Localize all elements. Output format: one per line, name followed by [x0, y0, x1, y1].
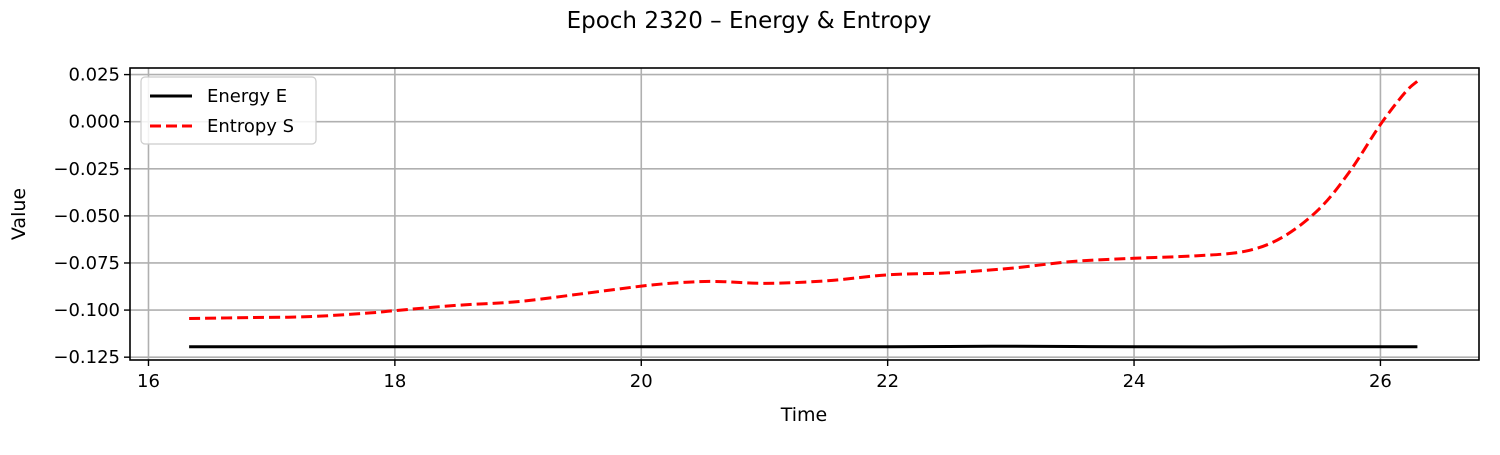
y-tick-label: −0.025: [53, 159, 120, 180]
y-axis-label: Value: [8, 188, 30, 240]
y-tick-label: −0.125: [53, 347, 120, 368]
legend-label-entropy-s: Entropy S: [207, 116, 294, 137]
y-tick-label: −0.075: [53, 253, 120, 274]
y-tick-label: −0.100: [53, 300, 120, 321]
x-tick-label: 20: [630, 371, 653, 392]
x-tick-label: 18: [383, 371, 406, 392]
y-tick-label: 0.025: [68, 65, 120, 86]
series-line-entropy-s: [189, 80, 1419, 321]
series-line-energy-e: [189, 344, 1418, 349]
x-tick-label: 22: [876, 371, 899, 392]
y-tick-label: 0.000: [68, 112, 120, 133]
legend: Energy E Entropy S: [140, 76, 317, 145]
plot-series: [189, 80, 1419, 349]
x-axis-label: Time: [780, 404, 828, 426]
chart-title: Epoch 2320 – Energy & Entropy: [567, 8, 932, 34]
plot-frame: [129, 67, 1480, 361]
x-tick-label: 24: [1123, 371, 1146, 392]
grid-lines: [130, 68, 1479, 360]
legend-label-energy-e: Energy E: [207, 86, 287, 107]
y-tick-label: −0.050: [53, 206, 120, 227]
x-tick-label: 26: [1369, 371, 1392, 392]
x-tick-label: 16: [137, 371, 160, 392]
axis-ticks: 16 18 20 22 24 26 0.025 0.000 −0.025 −0.050 −0.075…: [53, 65, 1392, 392]
legend-entries: Energy E Entropy S: [150, 86, 294, 137]
